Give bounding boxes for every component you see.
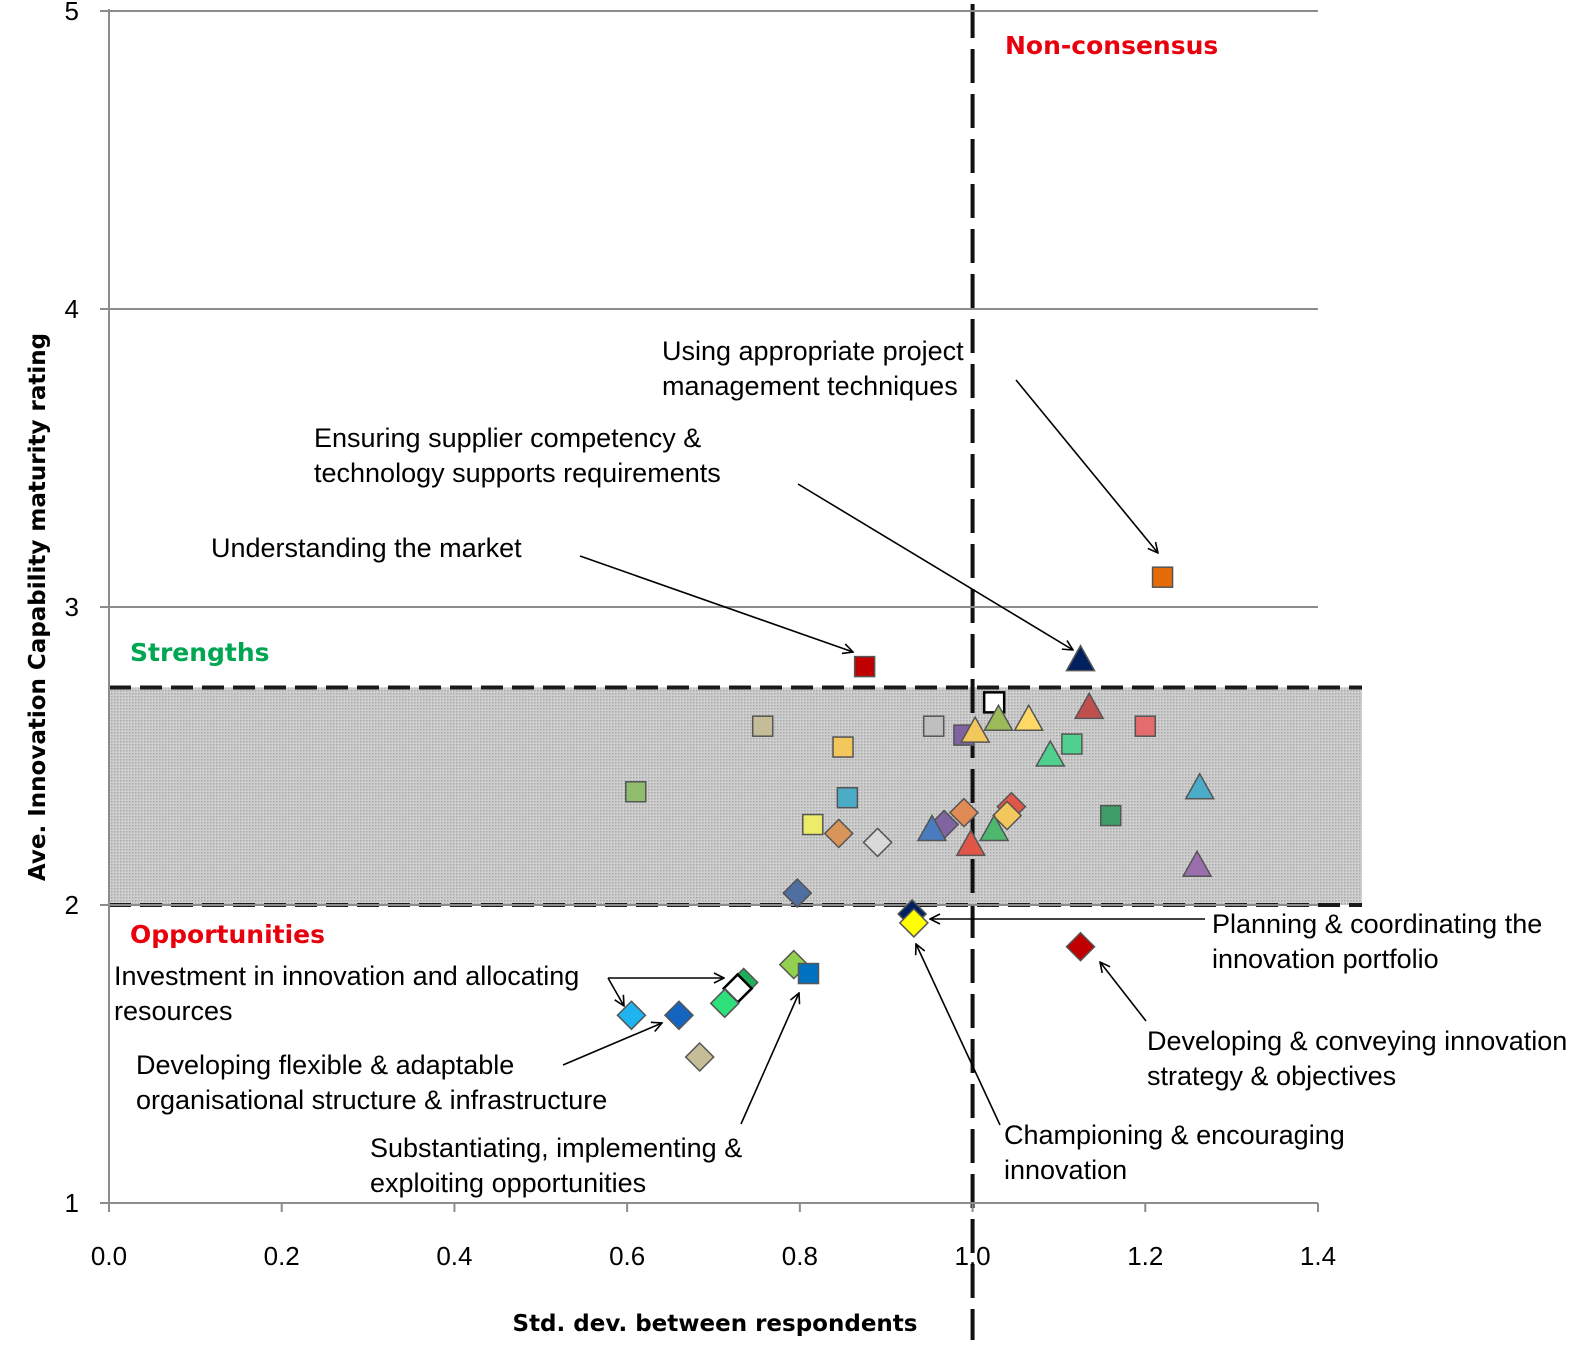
annotation-championing-innovation: Championing & encouraging innovation (1004, 1120, 1345, 1185)
data-point-triangle (916, 813, 948, 842)
annotation-arrow (916, 944, 1001, 1126)
data-point-square (797, 962, 820, 985)
annotation-arrow (1100, 962, 1147, 1022)
annotation-line: innovation (1004, 1155, 1127, 1185)
annotation-planning-portfolio: Planning & coordinating the innovation po… (1212, 909, 1542, 974)
data-point-square (751, 715, 774, 737)
annotation-line: Developing flexible & adaptable (136, 1050, 514, 1080)
annotation-arrow (740, 993, 799, 1125)
data-point-diamond (898, 907, 929, 938)
data-point-triangle (1184, 772, 1215, 800)
data-point-triangle (1013, 703, 1044, 731)
x-tick-label: 0.6 (609, 1241, 645, 1271)
annotation-line: resources (114, 996, 233, 1026)
data-point-diamond (616, 1000, 647, 1031)
data-point-diamond (684, 1041, 715, 1073)
data-point-square (1099, 804, 1122, 827)
x-tick-label: 0.2 (264, 1241, 300, 1271)
data-point-diamond (823, 818, 854, 849)
data-point-triangle (955, 828, 987, 857)
annotation-line: Substantiating, implementing & (370, 1133, 742, 1163)
annotation-line: Understanding the market (211, 533, 522, 563)
y-axis-title: Ave. Innovation Capability maturity rati… (25, 333, 51, 881)
annotation-line: exploiting opportunities (370, 1168, 646, 1198)
data-point-diamond (782, 878, 813, 909)
annotation-line: Ensuring supplier competency & (314, 423, 701, 453)
x-axis-title: Std. dev. between respondents (513, 1311, 918, 1337)
data-point-triangle (1181, 849, 1213, 878)
data-point-square (1061, 733, 1083, 755)
annotation-understanding-market: Understanding the market (211, 533, 522, 563)
annotation-investment-resources: Investment in innovation and allocating r… (114, 961, 579, 1026)
data-point-triangle (978, 813, 1010, 842)
data-point-square (1134, 715, 1157, 737)
y-tick-label: 4 (65, 294, 79, 324)
x-tick-label: 1.0 (954, 1241, 990, 1271)
data-point-square (1151, 566, 1174, 588)
data-point-diamond (709, 988, 740, 1019)
annotation-line: management techniques (662, 371, 958, 401)
data-point-triangle (959, 715, 991, 743)
annotation-innovation-strategy: Developing & conveying innovation strateg… (1147, 1026, 1567, 1091)
data-point-square (922, 715, 945, 737)
data-point-diamond (862, 827, 893, 858)
annotation-substantiating-opportunities: Substantiating, implementing & exploiting… (370, 1133, 742, 1198)
annotation-line: Championing & encouraging (1004, 1120, 1345, 1150)
annotation-line: technology supports requirements (314, 458, 721, 488)
data-point-diamond (992, 800, 1023, 831)
annotation-arrow (1015, 379, 1158, 553)
data-point-triangle (1065, 644, 1096, 672)
annotation-line: Investment in innovation and allocating (114, 961, 579, 991)
data-point-square (853, 655, 876, 678)
y-tick-label: 3 (65, 592, 79, 622)
data-point-diamond (1065, 931, 1096, 962)
data-point-square (832, 736, 854, 758)
y-tick-label: 2 (65, 890, 79, 920)
x-tick-label: 1.4 (1300, 1241, 1336, 1271)
strengths-label: Strengths (130, 638, 270, 667)
data-point-square (836, 786, 859, 809)
x-tick-label: 0.0 (91, 1241, 127, 1271)
non-consensus-label: Non-consensus (1005, 31, 1218, 60)
y-tick-label: 1 (65, 1188, 79, 1218)
y-tick-label: 5 (65, 0, 79, 26)
data-point-triangle (1073, 691, 1105, 720)
annotation-arrow (579, 555, 853, 652)
x-tick-label: 1.2 (1127, 1241, 1163, 1271)
data-point-triangle (983, 703, 1014, 731)
annotation-line: Developing & conveying innovation (1147, 1026, 1567, 1056)
annotation-project-management: Using appropriate project management tech… (662, 336, 964, 401)
data-point-triangle (1035, 739, 1066, 767)
opportunities-label: Opportunities (130, 920, 325, 949)
data-point-diamond (948, 797, 979, 828)
annotation-supplier-competency: Ensuring supplier competency & technology… (314, 423, 721, 488)
annotation-line: organisational structure & infrastructur… (136, 1085, 607, 1115)
annotation-arrow (562, 1023, 662, 1066)
x-tick-label: 0.4 (436, 1241, 472, 1271)
annotation-line: strategy & objectives (1147, 1061, 1396, 1091)
annotation-arrow (607, 977, 624, 1006)
data-point-square (625, 781, 647, 803)
annotation-flexible-structure: Developing flexible & adaptable organisat… (136, 1050, 607, 1115)
data-point-square (802, 813, 824, 836)
annotation-line: Using appropriate project (662, 336, 964, 366)
data-point-diamond (663, 1000, 695, 1031)
annotation-arrow (797, 483, 1073, 650)
x-tick-label: 0.8 (782, 1241, 818, 1271)
annotation-line: Planning & coordinating the (1212, 909, 1542, 939)
annotation-line: innovation portfolio (1212, 944, 1439, 974)
strength-band (109, 687, 1362, 905)
